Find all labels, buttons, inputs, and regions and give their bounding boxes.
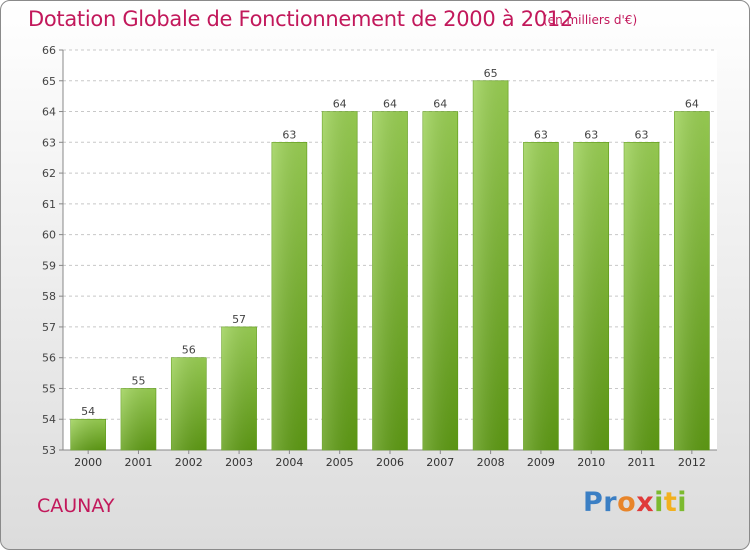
logo-letter: i bbox=[677, 487, 688, 518]
y-tick-label: 56 bbox=[42, 352, 56, 365]
y-tick-label: 59 bbox=[42, 259, 56, 272]
bar-shade bbox=[422, 111, 458, 451]
commune-label: CAUNAY bbox=[37, 495, 115, 517]
bar-shade bbox=[573, 142, 609, 451]
y-tick-label: 54 bbox=[42, 413, 56, 426]
x-tick-label: 2008 bbox=[477, 456, 505, 469]
data-label: 63 bbox=[584, 128, 598, 141]
bar-shade bbox=[120, 388, 156, 450]
logo-letter: x bbox=[636, 487, 655, 518]
y-tick-label: 62 bbox=[42, 167, 56, 180]
x-tick-label: 2003 bbox=[225, 456, 253, 469]
bar-shade bbox=[322, 111, 358, 451]
data-label: 64 bbox=[333, 98, 347, 111]
bar-shade bbox=[70, 419, 106, 450]
logo-letter: r bbox=[603, 487, 618, 518]
data-label: 64 bbox=[685, 98, 699, 111]
y-tick-label: 57 bbox=[42, 321, 56, 334]
bar-shade bbox=[624, 142, 660, 451]
y-tick-label: 65 bbox=[42, 75, 56, 88]
data-label: 63 bbox=[282, 128, 296, 141]
data-label: 64 bbox=[433, 98, 447, 111]
data-label: 63 bbox=[534, 128, 548, 141]
x-tick-label: 2002 bbox=[175, 456, 203, 469]
x-tick-label: 2000 bbox=[74, 456, 102, 469]
data-label: 65 bbox=[484, 67, 498, 80]
bar-shade bbox=[473, 80, 509, 451]
x-tick-label: 2006 bbox=[376, 456, 404, 469]
bar-shade bbox=[372, 111, 408, 451]
chart-title: Dotation Globale de Fonctionnement de 20… bbox=[28, 7, 573, 31]
y-tick-label: 58 bbox=[42, 290, 56, 303]
y-tick-label: 55 bbox=[42, 382, 56, 395]
x-tick-label: 2004 bbox=[275, 456, 303, 469]
logo-letter: t bbox=[663, 487, 678, 518]
y-tick-label: 64 bbox=[42, 106, 56, 119]
x-tick-label: 2011 bbox=[628, 456, 656, 469]
y-tick-label: 66 bbox=[42, 44, 56, 57]
data-label: 57 bbox=[232, 313, 246, 326]
data-label: 55 bbox=[131, 374, 145, 387]
bar-shade bbox=[171, 357, 207, 450]
bar-shade bbox=[523, 142, 559, 451]
bar-shade bbox=[221, 326, 257, 450]
data-label: 54 bbox=[81, 405, 95, 418]
logo-letter: P bbox=[583, 487, 604, 518]
y-tick-label: 60 bbox=[42, 229, 56, 242]
x-tick-label: 2010 bbox=[577, 456, 605, 469]
bar-shade bbox=[271, 142, 307, 451]
y-tick-label: 63 bbox=[42, 136, 56, 149]
data-label: 63 bbox=[635, 128, 649, 141]
x-tick-label: 2005 bbox=[326, 456, 354, 469]
proxiti-logo: Proxiti bbox=[583, 487, 687, 518]
logo-letter: o bbox=[617, 487, 637, 518]
x-tick-label: 2012 bbox=[678, 456, 706, 469]
x-tick-label: 2007 bbox=[426, 456, 454, 469]
y-tick-label: 61 bbox=[42, 198, 56, 211]
x-tick-label: 2009 bbox=[527, 456, 555, 469]
logo-letter: i bbox=[654, 487, 664, 518]
data-label: 64 bbox=[383, 98, 397, 111]
data-label: 56 bbox=[182, 344, 196, 357]
chart-subtitle: (en milliers d'€) bbox=[543, 13, 638, 27]
y-tick-label: 53 bbox=[42, 444, 56, 457]
x-tick-label: 2001 bbox=[124, 456, 152, 469]
bar-shade bbox=[674, 111, 710, 451]
